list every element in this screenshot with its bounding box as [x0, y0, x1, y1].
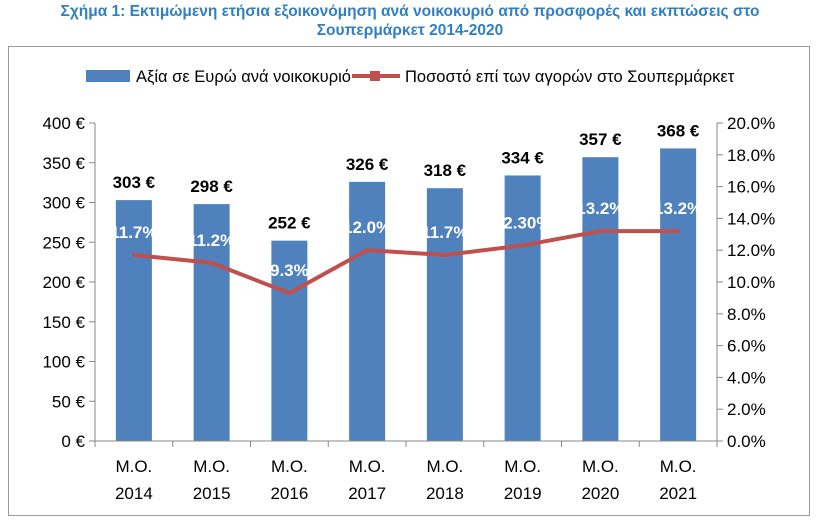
- bar: [504, 175, 541, 441]
- chart-title-line-1: Σχήμα 1: Εκτιμώμενη ετήσια εξοικονόμηση …: [60, 3, 760, 20]
- legend-swatch-bars: [86, 70, 130, 82]
- chart-title-line-2: Σουπερμάρκετ 2014-2020: [316, 22, 504, 39]
- y-left-tick-label: 200 €: [42, 273, 85, 292]
- legend-marker-line: [370, 71, 380, 81]
- bar-series: [115, 148, 697, 441]
- line-point: [520, 243, 525, 248]
- legend-label-line: Ποσοστό επί των αγορών στο Σουπερμάρκετ: [405, 68, 735, 86]
- y-left-tick-label: 400 €: [42, 114, 85, 133]
- legend-label-bars: Αξία σε Ευρώ ανά νοικοκυριό: [136, 68, 351, 86]
- x-tick-label: Μ.Ο. 2021: [659, 457, 697, 503]
- y-right-tick-label: 0.0%: [727, 432, 766, 451]
- x-tick-label: Μ.Ο. 2015: [193, 457, 231, 503]
- y-right-tick-label: 16.0%: [727, 178, 775, 197]
- x-tick-label-line: 2014: [115, 484, 153, 503]
- x-tick-label-line: 2019: [504, 484, 542, 503]
- x-tick-label-line: 2021: [659, 484, 697, 503]
- legend: Αξία σε Ευρώ ανά νοικοκυριό Ποσοστό επί τ…: [86, 68, 735, 86]
- y-right-tick-label: 12.0%: [727, 241, 775, 260]
- line-point: [131, 252, 136, 257]
- x-tick-label-line: 2016: [270, 484, 308, 503]
- chart-title: Σχήμα 1: Εκτιμώμενη ετήσια εξοικονόμηση …: [0, 2, 820, 40]
- y-right-tick-label: 14.0%: [727, 209, 775, 228]
- y-right-tick-label: 4.0%: [727, 368, 766, 387]
- bar-value-label: 252 €: [268, 214, 311, 233]
- y-right-tick-label: 6.0%: [727, 337, 766, 356]
- bar-value-label: 326 €: [346, 155, 389, 174]
- y-left-tick-label: 300 €: [42, 194, 85, 213]
- x-tick-label-line: Μ.Ο.: [504, 457, 541, 476]
- x-tick-label: Μ.Ο. 2020: [581, 457, 619, 503]
- y-right-tick-label: 10.0%: [727, 273, 775, 292]
- y-left-tick-label: 250 €: [42, 233, 85, 252]
- y-right-tick-label: 2.0%: [727, 400, 766, 419]
- bar: [660, 148, 697, 441]
- data-labels: 303 € 298 € 252 € 326 € 318 € 334 € 357 € 368 €…: [110, 121, 702, 280]
- y-left-tick-label: 0 €: [61, 432, 85, 451]
- line-value-label: 12.30%: [494, 213, 552, 232]
- bar-value-label: 303 €: [113, 173, 156, 192]
- line-value-label: 13.2%: [576, 199, 624, 218]
- bar: [426, 188, 463, 441]
- line-value-label: 12.0%: [343, 218, 391, 237]
- y-right-tick-label: 20.0%: [727, 114, 775, 133]
- line-value-label: 9.3%: [270, 261, 309, 280]
- y-left-tick-label: 150 €: [42, 313, 85, 332]
- bar: [193, 204, 230, 441]
- chart-frame: [8, 46, 810, 516]
- line-point: [598, 229, 603, 234]
- bar-value-label: 368 €: [657, 121, 700, 140]
- x-tick-label-line: Μ.Ο.: [349, 457, 386, 476]
- line-series: [131, 229, 681, 296]
- x-tick-label: Μ.Ο. 2017: [348, 457, 386, 503]
- bar: [349, 181, 386, 441]
- y-left-tick-label: 100 €: [42, 353, 85, 372]
- x-tick-label-line: 2017: [348, 484, 386, 503]
- bar: [582, 157, 619, 441]
- x-tick-label: Μ.Ο. 2019: [504, 457, 542, 503]
- x-tick-label-line: Μ.Ο.: [115, 457, 152, 476]
- line-point: [442, 252, 447, 257]
- line-point: [287, 291, 292, 296]
- x-tick-label-line: 2018: [426, 484, 464, 503]
- y-left-tick-label: 50 €: [52, 392, 86, 411]
- bar-value-label: 318 €: [424, 161, 467, 180]
- x-tick-label: Μ.Ο. 2018: [426, 457, 464, 503]
- line-path: [133, 229, 679, 296]
- x-tick-label-line: Μ.Ο.: [660, 457, 697, 476]
- line-value-label: 11.2%: [188, 231, 235, 250]
- y-right-tick-label: 8.0%: [727, 305, 766, 324]
- bar-value-label: 298 €: [190, 177, 233, 196]
- x-tick-label-line: 2015: [193, 484, 231, 503]
- line-point: [365, 248, 370, 253]
- bar-value-label: 357 €: [579, 130, 622, 149]
- x-tick-label-line: Μ.Ο.: [582, 457, 619, 476]
- bar-value-label: 334 €: [501, 148, 544, 167]
- x-tick-label-line: Μ.Ο.: [193, 457, 230, 476]
- axes: 0 € 50 € 100 € 150 € 200 € 250 € 300 € 350 € 400…: [42, 114, 775, 503]
- line-value-label: 11.7%: [110, 223, 157, 242]
- x-tick-label-line: 2020: [581, 484, 619, 503]
- bar: [115, 200, 152, 441]
- x-tick-label-line: Μ.Ο.: [271, 457, 308, 476]
- line-point: [209, 260, 214, 265]
- bar: [271, 240, 308, 441]
- line-value-label: 13.2%: [654, 199, 702, 218]
- x-tick-label-line: Μ.Ο.: [426, 457, 463, 476]
- line-value-label: 11.7%: [421, 223, 468, 242]
- y-left-tick-label: 350 €: [42, 154, 85, 173]
- x-tick-label: Μ.Ο. 2016: [270, 457, 308, 503]
- x-tick-label: Μ.Ο. 2014: [115, 457, 153, 503]
- y-right-tick-label: 18.0%: [727, 146, 775, 165]
- line-point: [676, 229, 681, 234]
